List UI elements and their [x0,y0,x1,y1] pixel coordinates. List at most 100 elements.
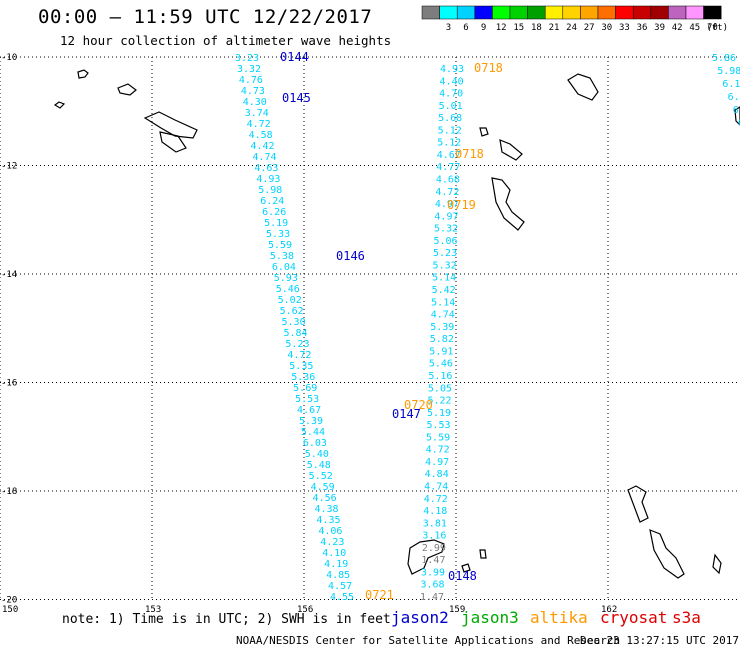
track-a-value: 5.98 [258,185,282,196]
colorbar-swatch [650,5,669,20]
track-b-value: 3.16 [422,531,446,542]
coastline [77,69,89,79]
track-a-value: 5.39 [299,416,323,427]
track-c-value: 6.10 [722,79,740,90]
colorbar-label: 3 [446,23,451,33]
track-a-value: 5.40 [305,449,329,460]
track-b-value: 5.14 [431,297,455,308]
track-b-value: 5.05 [428,383,452,394]
track-a-value: 4.35 [316,515,340,526]
track-b-value: 5.12 [438,125,462,136]
track-b-value: 5.12 [437,138,461,149]
track-a-value: 5.19 [264,218,288,229]
track-a-value: 5.23 [285,339,309,350]
coastline [53,101,66,109]
track-b-value: 4.97 [435,199,459,210]
track-a-value: 4.30 [243,97,267,108]
track-a-value: 4.23 [320,537,344,548]
track-b-value: 5.16 [428,371,452,382]
track-b-value: 5.46 [429,359,453,370]
track-b-value: 3.99 [421,567,445,578]
track-a-value: 4.59 [311,482,335,493]
coastline [117,83,137,96]
colorbar-swatch [421,5,440,20]
track-a-value: 5.30 [282,317,306,328]
lat-tick-label: -20 [1,596,17,606]
track-a-value: 4.67 [297,405,321,416]
coastline [491,177,525,231]
colorbar: 3 6 9 12 15 18 21 24 27 30 33 36 39 42 45 70(ft) [421,5,728,33]
pass-time-orange: 0721 [365,588,394,602]
track-a-value: 5.38 [270,251,294,262]
track-a-value: 4.72 [287,350,311,361]
colorbar-label: 33 [619,23,630,33]
track-b-value: 4.72 [435,187,459,198]
colorbar-swatch [474,5,493,20]
track-b-value: 5.06 [433,236,457,247]
track-b-value: 4.72 [426,445,450,456]
legend-cryosat: cryosat [600,608,668,627]
coastline [143,111,198,139]
pass-time-orange: 0718 [474,61,503,75]
track-b-value: 4.97 [425,457,449,468]
track-a-value: 4.56 [313,493,337,504]
colorbar-swatch [456,5,476,20]
lon-tick-label: 156 [297,605,313,615]
track-c-value: 5.86 [712,53,736,64]
pass-time-blue: 0147 [392,407,421,421]
pass-time-blue: 0144 [280,50,309,64]
colorbar-swatch [439,5,458,20]
coastline [407,539,445,575]
track-b-value: 5.53 [427,420,451,431]
lon-tick-label: 159 [449,605,465,615]
track-a-value: 4.10 [322,548,346,559]
track-a-value: 5.36 [291,372,315,383]
track-c-value: 5.98 [717,66,740,77]
track-b-value: 1.47 [420,592,444,603]
colorbar-swatch [527,5,546,20]
map-title: 00:00 – 11:59 UTC 12/22/2017 [38,6,373,28]
colorbar-swatch [685,5,704,20]
track-a-value: 5.93 [274,273,298,284]
track-a-value: 5.69 [293,383,317,394]
track-c-value: 6. [738,118,740,129]
track-a-value: 6.26 [262,207,286,218]
colorbar-label: 45 [689,23,700,33]
coastline [461,563,471,573]
coastline [649,529,685,579]
track-a-value: 4.74 [252,152,276,163]
lat-tick-label: -18 [1,487,17,497]
track-a-value: 3.23 [235,53,259,64]
colorbar-label: 36 [637,23,648,33]
track-a-value: 4.19 [324,559,348,570]
track-b-value: 4.74 [424,481,448,492]
legend-s3a: s3a [672,608,701,627]
lon-tick-label: 162 [601,605,617,615]
track-b-value: 5.32 [434,224,458,235]
track-a-value: 4.73 [241,86,265,97]
track-b-value: 5.32 [433,260,457,271]
coastline [159,131,187,153]
track-a-value: 4.06 [318,526,342,537]
lon-tick-label: 153 [145,605,161,615]
track-a-value: 4.42 [251,141,275,152]
coastline [499,139,523,161]
colorbar-label: 9 [481,23,486,33]
colorbar-swatch [509,5,528,20]
pass-time-blue: 0148 [448,569,477,583]
track-a-value: 6.24 [260,196,284,207]
pass-time-orange: 0718 [455,147,484,161]
footer-note: note: 1) Time is in UTC; 2) SWH is in fe… [62,612,391,627]
track-b-value: 4.72 [424,494,448,505]
coastline [567,73,599,101]
pass-time-orange: 0719 [447,198,476,212]
track-a-value: 5.53 [295,394,319,405]
track-a-value: 6.04 [272,262,296,273]
track-b-value: 5.39 [430,322,454,333]
coastlines [53,69,740,579]
track-a-value: 4.55 [330,592,354,603]
track-b-value: 5.82 [430,334,454,345]
track-a-value: 4.63 [254,163,278,174]
track-b-value: 5.01 [439,101,463,112]
